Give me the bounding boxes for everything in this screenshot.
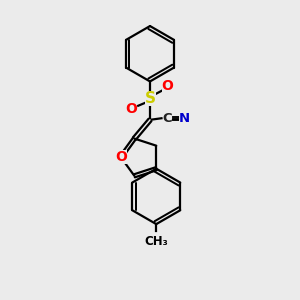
Text: O: O bbox=[115, 150, 127, 164]
Text: C: C bbox=[163, 112, 172, 125]
Text: O: O bbox=[125, 102, 137, 116]
Text: O: O bbox=[162, 79, 173, 93]
Text: S: S bbox=[145, 92, 155, 106]
Text: CH₃: CH₃ bbox=[144, 235, 168, 248]
Text: N: N bbox=[179, 112, 190, 125]
